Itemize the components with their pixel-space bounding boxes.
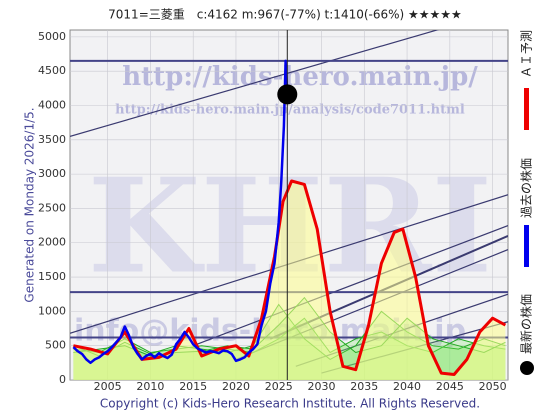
x-tick-label: 2015	[179, 380, 207, 393]
y-tick-label: 500	[45, 339, 66, 352]
legend-label: ＡＩ予測	[520, 30, 534, 78]
x-tick-label: 2005	[94, 380, 122, 393]
x-tick-label: 2025	[265, 380, 293, 393]
x-tick-label: 2050	[479, 380, 507, 393]
latest-point	[277, 84, 298, 105]
x-tick-label: 2010	[136, 380, 164, 393]
side-note: Generated on Monday 2026/1/5.	[23, 107, 37, 302]
x-tick-label: 2030	[308, 380, 336, 393]
x-tick-label: 2045	[436, 380, 464, 393]
x-tick-label: 2020	[222, 380, 250, 393]
x-tick-label: 2035	[350, 380, 378, 393]
legend-label: 最新の株価	[519, 294, 534, 354]
y-tick-label: 5000	[38, 30, 66, 43]
trend-line	[192, 225, 508, 347]
y-tick-label: 4000	[38, 98, 66, 111]
legend-swatch	[524, 88, 529, 130]
footer: Copyright (c) Kids-Hero Research Institu…	[100, 397, 480, 411]
y-tick-label: 2000	[38, 236, 66, 249]
chart-title: 7011=三菱重 c:4162 m:967(-77%) t:1410(-66%)…	[108, 8, 462, 22]
axes: 0 500 1000 1500 2000 2500 3000 3500 4000 4500 5000…	[38, 30, 534, 393]
y-tick-label: 3500	[38, 133, 66, 146]
y-tick-label: 3000	[38, 167, 66, 180]
y-tick-label: 4500	[38, 64, 66, 77]
plot-content: http://kids-hero.main.jp/http://kids-her…	[70, 30, 508, 380]
watermark: http://kids-hero.main.jp/analysis/code70…	[115, 103, 465, 118]
legend-label: 過去の株価	[519, 158, 534, 218]
legend-swatch	[520, 361, 534, 375]
y-tick-label: 1500	[38, 270, 66, 283]
watermark: http://kids-hero.main.jp/	[122, 62, 478, 92]
y-tick-label: 0	[59, 373, 66, 386]
y-tick-label: 1000	[38, 304, 66, 317]
legend-swatch	[524, 225, 529, 267]
forecast-area	[73, 181, 506, 380]
x-tick-label: 2040	[393, 380, 421, 393]
y-tick-label: 2500	[38, 201, 66, 214]
series-line	[73, 179, 507, 376]
series-line	[72, 59, 289, 365]
trend-line	[70, 30, 440, 137]
